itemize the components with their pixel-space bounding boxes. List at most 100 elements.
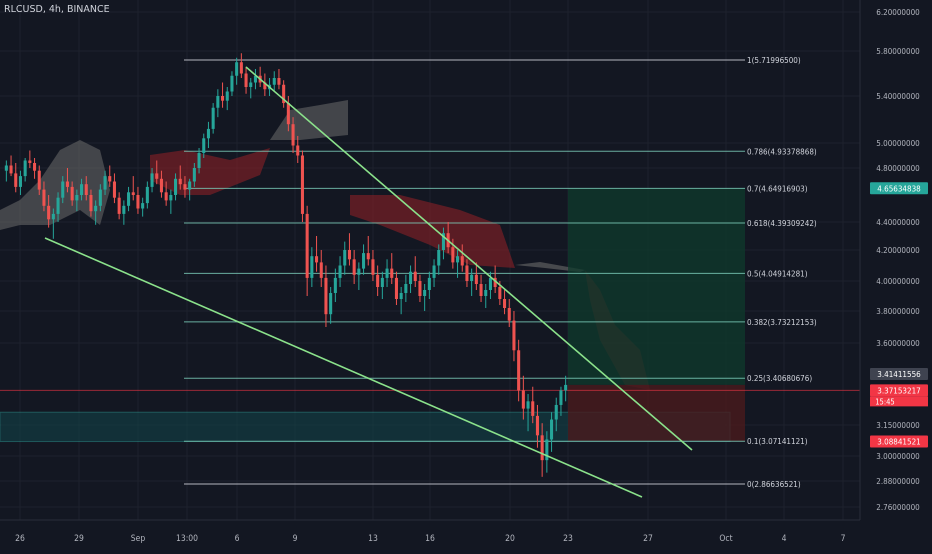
candle-body: [437, 250, 441, 266]
candle-body: [540, 435, 544, 461]
price-axis[interactable]: [860, 0, 932, 550]
candle-body: [94, 205, 98, 212]
candle-body: [188, 181, 192, 190]
candle-body: [352, 259, 356, 275]
candle-body: [338, 265, 342, 278]
candle-body: [512, 320, 516, 351]
ichimoku-cloud-bull: [515, 262, 585, 272]
candle-body: [564, 384, 568, 391]
fib-level-label: 0.382(3.73212153): [747, 318, 817, 327]
candle-body: [517, 350, 521, 391]
candle-body: [89, 195, 93, 212]
candle-body: [28, 160, 32, 163]
time-tick-label: 7: [841, 534, 846, 544]
candle-body: [174, 178, 178, 195]
time-tick-label: Sep: [131, 534, 146, 544]
price-tick-label: 2.76000000: [876, 503, 920, 512]
candle-body: [235, 62, 239, 76]
candle-body: [277, 78, 281, 85]
candle-body: [84, 184, 88, 195]
candle-body: [150, 173, 154, 187]
ichimoku-cloud-bear: [350, 195, 515, 268]
fib-level-label: 0.25(3.40680676): [747, 374, 812, 383]
candle-body: [550, 419, 554, 440]
candle-body: [56, 197, 60, 214]
time-tick-label: 16: [425, 534, 435, 544]
candle-body: [178, 178, 182, 185]
candle-body: [385, 268, 389, 278]
time-axis[interactable]: [0, 520, 932, 550]
candle-body: [192, 168, 196, 182]
candle-body: [197, 153, 201, 168]
candle-body: [305, 213, 309, 278]
position-target-zone[interactable]: [568, 188, 745, 385]
price-tick-label: 3.00000000: [876, 452, 920, 461]
time-tick-label: 13: [368, 534, 378, 544]
candle-body: [535, 415, 539, 436]
candle-body: [394, 277, 398, 299]
candle-body: [98, 189, 102, 206]
price-badge: [870, 367, 928, 380]
candle-body: [366, 253, 370, 260]
candle-body: [103, 176, 107, 190]
candle-body: [230, 75, 234, 92]
candle-body: [531, 401, 535, 416]
fib-level-label: 0(2.86636521): [747, 480, 801, 489]
candle-body: [202, 138, 206, 153]
time-tick-label: 13:00: [176, 534, 198, 544]
candle-body: [47, 205, 51, 220]
price-tick-label: 5.40000000: [876, 92, 920, 101]
candle-body: [423, 290, 427, 296]
price-badge: [870, 182, 928, 195]
fib-level-label: 0.7(4.64916903): [747, 184, 808, 193]
candle-body: [521, 390, 525, 409]
candle-body: [122, 205, 126, 214]
price-tick-label: 5.80000000: [876, 47, 920, 56]
support-trendline[interactable]: [44, 237, 643, 498]
candle-body: [503, 299, 507, 308]
price-tick-label: 2.88000000: [876, 477, 920, 486]
position-stop-zone[interactable]: [568, 384, 745, 442]
candle-body: [108, 176, 112, 182]
candle-body: [145, 186, 149, 204]
candle-body: [343, 250, 347, 266]
candle-body: [460, 256, 464, 266]
candle-body: [75, 195, 79, 201]
candle-body: [37, 170, 41, 190]
candle-body: [4, 165, 8, 171]
candle-body: [357, 268, 361, 275]
time-tick-label: 23: [563, 534, 573, 544]
price-tick-label: 5.00000000: [876, 139, 920, 148]
price-tick-label: 4.20000000: [876, 246, 920, 255]
candle-body: [470, 274, 474, 281]
candle-body: [80, 184, 84, 195]
candle-body: [465, 265, 469, 281]
price-badge-label: 3.08841521: [877, 438, 921, 447]
candle-body: [413, 271, 417, 281]
resistance-trendline[interactable]: [245, 66, 693, 451]
time-tick-label: 29: [74, 534, 84, 544]
candle-body: [329, 293, 333, 315]
candle-body: [286, 103, 290, 125]
price-tick-label: 6.20000000: [876, 8, 920, 17]
candle-body: [61, 181, 65, 198]
time-tick-label: Oct: [719, 534, 732, 544]
price-tick-label: 4.00000000: [876, 277, 920, 286]
candle-body: [23, 160, 27, 177]
candle-body: [380, 277, 384, 287]
candle-body: [33, 163, 37, 171]
candle-body: [51, 213, 55, 220]
candle-body: [239, 62, 243, 74]
candle-body: [65, 181, 69, 187]
candle-body: [272, 78, 276, 85]
candle-body: [263, 82, 267, 90]
candle-body: [479, 284, 483, 296]
time-tick-label: 9: [293, 534, 298, 544]
candle-body: [70, 186, 74, 201]
price-tick-label: 4.40000000: [876, 218, 920, 227]
candle-body: [545, 439, 549, 461]
fib-level-label: 0.786(4.93378868): [747, 147, 817, 156]
price-badge: [870, 384, 928, 397]
